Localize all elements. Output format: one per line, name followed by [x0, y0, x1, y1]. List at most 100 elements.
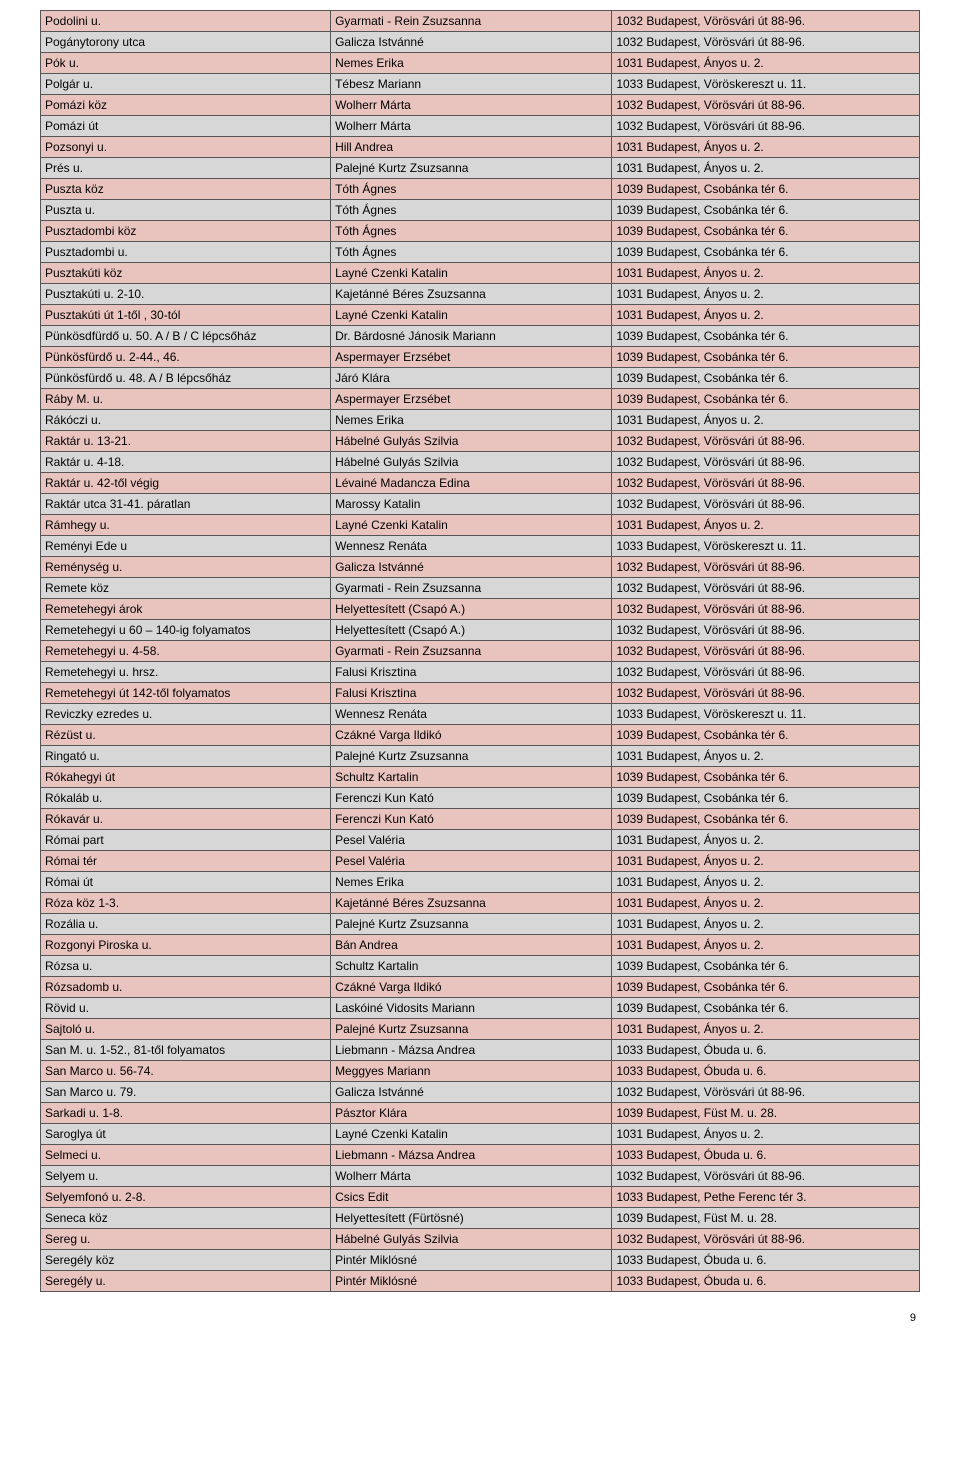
table-cell: Reményi Ede u	[41, 536, 331, 557]
table-cell: Pusztadombi köz	[41, 221, 331, 242]
table-cell: 1031 Budapest, Ányos u. 2.	[612, 893, 920, 914]
table-cell: 1033 Budapest, Óbuda u. 6.	[612, 1040, 920, 1061]
table-row: Pünkösdfürdő u. 50. A / B / C lépcsőházD…	[41, 326, 920, 347]
table-cell: Aspermayer Erzsébet	[331, 389, 612, 410]
table-cell: Gyarmati - Rein Zsuzsanna	[331, 11, 612, 32]
table-row: Puszta közTóth Ágnes1039 Budapest, Csobá…	[41, 179, 920, 200]
table-cell: Hábelné Gulyás Szilvia	[331, 1229, 612, 1250]
table-cell: 1039 Budapest, Csobánka tér 6.	[612, 179, 920, 200]
table-cell: Sereg u.	[41, 1229, 331, 1250]
table-cell: 1039 Budapest, Csobánka tér 6.	[612, 221, 920, 242]
table-cell: 1031 Budapest, Ányos u. 2.	[612, 1124, 920, 1145]
table-row: Pogánytorony utcaGalicza Istvánné1032 Bu…	[41, 32, 920, 53]
table-cell: 1031 Budapest, Ányos u. 2.	[612, 284, 920, 305]
table-row: Seregély u.Pintér Miklósné1033 Budapest,…	[41, 1271, 920, 1292]
table-cell: Czákné Varga Ildikó	[331, 977, 612, 998]
table-row: Reményi Ede uWennesz Renáta1033 Budapest…	[41, 536, 920, 557]
table-cell: Raktár u. 13-21.	[41, 431, 331, 452]
table-cell: 1031 Budapest, Ányos u. 2.	[612, 137, 920, 158]
table-cell: 1032 Budapest, Vörösvári út 88-96.	[612, 11, 920, 32]
table-cell: Pók u.	[41, 53, 331, 74]
table-cell: San M. u. 1-52., 81-től folyamatos	[41, 1040, 331, 1061]
table-cell: Galicza Istvánné	[331, 32, 612, 53]
table-cell: Kajetánné Béres Zsuzsanna	[331, 893, 612, 914]
table-cell: Schultz Kartalin	[331, 956, 612, 977]
table-cell: 1039 Budapest, Füst M. u. 28.	[612, 1103, 920, 1124]
table-cell: Római tér	[41, 851, 331, 872]
table-row: Rókahegyi útSchultz Kartalin1039 Budapes…	[41, 767, 920, 788]
table-row: Pozsonyi u.Hill Andrea1031 Budapest, Ány…	[41, 137, 920, 158]
table-cell: 1032 Budapest, Vörösvári út 88-96.	[612, 683, 920, 704]
table-cell: 1032 Budapest, Vörösvári út 88-96.	[612, 1082, 920, 1103]
table-cell: Puszta köz	[41, 179, 331, 200]
table-cell: Tóth Ágnes	[331, 242, 612, 263]
table-cell: Sarkadi u. 1-8.	[41, 1103, 331, 1124]
table-row: Remete közGyarmati - Rein Zsuzsanna1032 …	[41, 578, 920, 599]
table-row: Pusztakúti u. 2-10.Kajetánné Béres Zsuzs…	[41, 284, 920, 305]
table-row: Rókaláb u.Ferenczi Kun Kató1039 Budapest…	[41, 788, 920, 809]
table-cell: 1031 Budapest, Ányos u. 2.	[612, 1019, 920, 1040]
table-row: Seregély közPintér Miklósné1033 Budapest…	[41, 1250, 920, 1271]
table-cell: 1039 Budapest, Csobánka tér 6.	[612, 977, 920, 998]
table-cell: 1032 Budapest, Vörösvári út 88-96.	[612, 116, 920, 137]
table-cell: Seregély köz	[41, 1250, 331, 1271]
table-cell: Remetehegyi u. hrsz.	[41, 662, 331, 683]
table-cell: Falusi Krisztina	[331, 683, 612, 704]
table-cell: Pesel Valéria	[331, 851, 612, 872]
table-cell: Pogánytorony utca	[41, 32, 331, 53]
table-cell: Pomázi út	[41, 116, 331, 137]
table-row: Podolini u.Gyarmati - Rein Zsuzsanna1032…	[41, 11, 920, 32]
table-cell: Helyettesített (Csapó A.)	[331, 620, 612, 641]
table-row: Róza köz 1-3.Kajetánné Béres Zsuzsanna10…	[41, 893, 920, 914]
table-row: Seneca közHelyettesített (Fürtösné)1039 …	[41, 1208, 920, 1229]
table-row: Rámhegy u.Layné Czenki Katalin1031 Budap…	[41, 515, 920, 536]
table-row: Rézüst u.Czákné Varga Ildikó1039 Budapes…	[41, 725, 920, 746]
table-row: Remetehegyi u. 4-58.Gyarmati - Rein Zsuz…	[41, 641, 920, 662]
table-row: Polgár u.Tébesz Mariann1033 Budapest, Vö…	[41, 74, 920, 95]
table-row: Római térPesel Valéria1031 Budapest, Ány…	[41, 851, 920, 872]
table-cell: Rókaláb u.	[41, 788, 331, 809]
table-row: San Marco u. 79.Galicza Istvánné1032 Bud…	[41, 1082, 920, 1103]
table-cell: Pusztakúti köz	[41, 263, 331, 284]
table-cell: Palejné Kurtz Zsuzsanna	[331, 158, 612, 179]
table-cell: Rózsa u.	[41, 956, 331, 977]
table-cell: Falusi Krisztina	[331, 662, 612, 683]
table-cell: Ringató u.	[41, 746, 331, 767]
table-cell: Gyarmati - Rein Zsuzsanna	[331, 641, 612, 662]
table-cell: Pomázi köz	[41, 95, 331, 116]
table-cell: Layné Czenki Katalin	[331, 515, 612, 536]
table-cell: Layné Czenki Katalin	[331, 305, 612, 326]
table-row: Remetehegyi árokHelyettesített (Csapó A.…	[41, 599, 920, 620]
table-cell: Pesel Valéria	[331, 830, 612, 851]
table-row: Ringató u.Palejné Kurtz Zsuzsanna1031 Bu…	[41, 746, 920, 767]
table-cell: Selmeci u.	[41, 1145, 331, 1166]
table-cell: 1032 Budapest, Vörösvári út 88-96.	[612, 95, 920, 116]
table-cell: Rézüst u.	[41, 725, 331, 746]
table-cell: 1032 Budapest, Vörösvári út 88-96.	[612, 473, 920, 494]
table-cell: 1031 Budapest, Ányos u. 2.	[612, 515, 920, 536]
table-cell: 1032 Budapest, Vörösvári út 88-96.	[612, 32, 920, 53]
table-cell: Dr. Bárdosné Jánosik Mariann	[331, 326, 612, 347]
table-cell: Bán Andrea	[331, 935, 612, 956]
table-row: Pomázi közWolherr Márta1032 Budapest, Vö…	[41, 95, 920, 116]
table-cell: Pusztakúti út 1-től , 30-tól	[41, 305, 331, 326]
table-cell: 1031 Budapest, Ányos u. 2.	[612, 53, 920, 74]
table-cell: Nemes Erika	[331, 872, 612, 893]
table-cell: Galicza Istvánné	[331, 557, 612, 578]
table-row: Raktár utca 31-41. páratlanMarossy Katal…	[41, 494, 920, 515]
table-row: Pomázi útWolherr Márta1032 Budapest, Vör…	[41, 116, 920, 137]
table-row: Pünkösfürdő u. 48. A / B lépcsőházJáró K…	[41, 368, 920, 389]
table-cell: 1031 Budapest, Ányos u. 2.	[612, 305, 920, 326]
table-cell: Remetehegyi út 142-től folyamatos	[41, 683, 331, 704]
table-cell: Selyem u.	[41, 1166, 331, 1187]
table-cell: 1039 Budapest, Csobánka tér 6.	[612, 242, 920, 263]
table-row: Római partPesel Valéria1031 Budapest, Án…	[41, 830, 920, 851]
table-cell: Podolini u.	[41, 11, 331, 32]
table-row: Remetehegyi u 60 – 140-ig folyamatosHely…	[41, 620, 920, 641]
table-cell: Pusztakúti u. 2-10.	[41, 284, 331, 305]
table-cell: Tóth Ágnes	[331, 221, 612, 242]
table-cell: Marossy Katalin	[331, 494, 612, 515]
table-cell: Rózsadomb u.	[41, 977, 331, 998]
table-row: Selyemfonó u. 2-8.Csics Edit1033 Budapes…	[41, 1187, 920, 1208]
table-cell: Csics Edit	[331, 1187, 612, 1208]
